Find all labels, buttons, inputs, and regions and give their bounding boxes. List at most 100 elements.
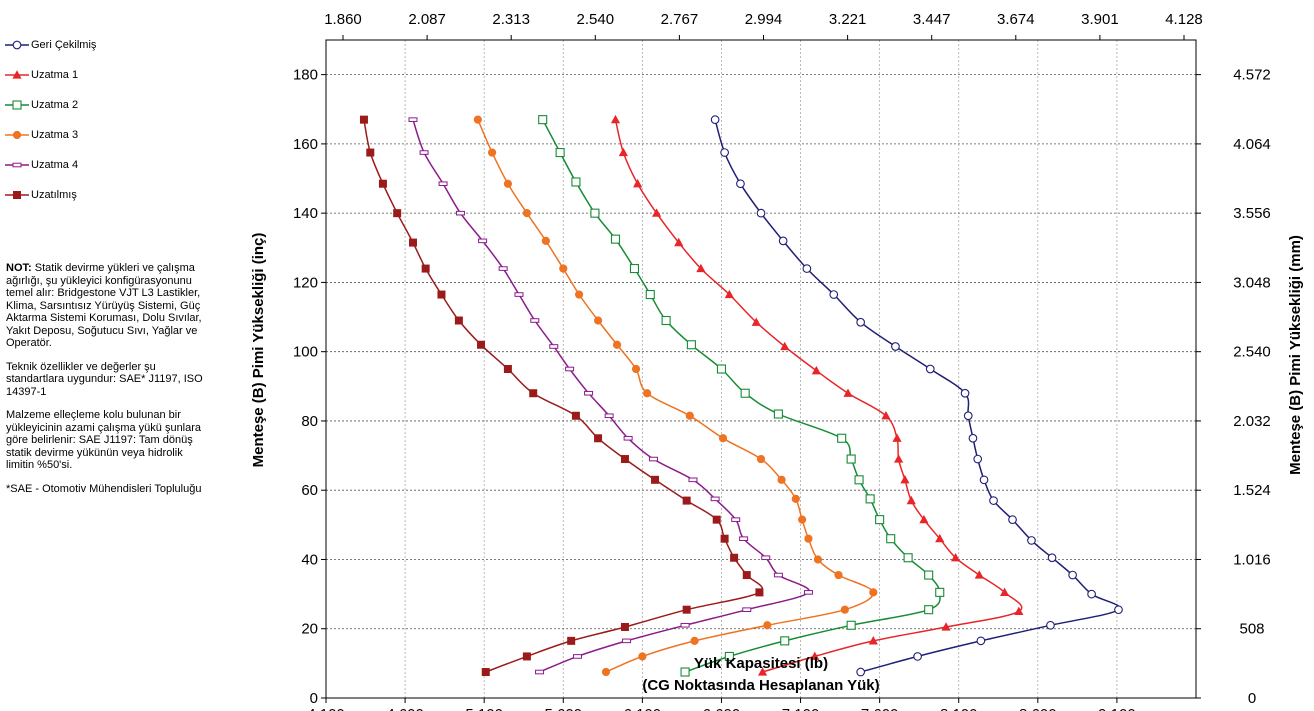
data-point [559,264,568,273]
x-tick-label: 5.100 [465,706,503,711]
data-point [740,388,750,398]
data-point [612,340,622,349]
y-tick-label: 60 [301,482,318,499]
data-point [798,515,807,524]
data-point [810,651,820,661]
data-point [631,364,641,374]
y-tick-label: 0 [310,690,318,707]
legend-swatch [5,70,29,79]
data-point [968,433,978,443]
data-point [584,390,594,396]
legend-label: Uzatma 3 [31,129,79,141]
top-tick-label: 3.447 [913,11,951,28]
data-point [421,264,430,273]
data-point [813,555,823,564]
data-point [514,292,524,297]
data-point [643,389,652,398]
legend-label: Uzatma 4 [31,159,79,171]
right-tick-label: 2.032 [1233,413,1271,430]
y-tick-label: 20 [301,621,318,638]
top-tick-label: 3.674 [997,11,1035,28]
data-point [555,148,565,158]
data-point [638,652,647,661]
data-point [894,454,904,463]
data-point [610,114,621,124]
data-point [549,344,559,349]
legend-swatch [5,130,29,140]
data-point [837,433,847,443]
data-point [648,456,658,462]
data-point [868,636,878,645]
data-point [950,552,961,562]
legend-swatch-marker [12,100,22,110]
data-point [763,621,772,630]
y-tick-label: 80 [301,413,318,430]
data-point [633,178,643,188]
series-group-item [359,115,764,677]
data-point [710,115,720,125]
top-tick-label: 2.767 [661,11,699,28]
data-point [751,317,761,326]
grid [326,40,1196,698]
data-point [487,148,497,157]
data-point [522,652,531,661]
y-tick-label: 100 [293,344,318,361]
data-point [761,555,771,561]
data-point [973,454,983,464]
y-tick-label: 180 [293,67,318,84]
data-point [529,389,538,398]
data-point [682,605,691,614]
x-tick-label: 7.100 [782,706,820,711]
legend-label: Uzatma 1 [31,69,79,81]
data-point [742,571,751,580]
data-point [393,209,402,218]
legend-swatch-marker [12,40,22,50]
data-point [780,341,790,351]
data-point [941,622,951,631]
data-point [378,179,387,188]
legend-swatch [5,100,29,110]
data-point [919,514,929,524]
data-point [963,411,973,421]
data-point [791,494,800,503]
data-point [651,475,660,484]
data-point [682,496,691,505]
data-point [756,208,766,218]
right-tick-label: 1.524 [1233,482,1271,499]
data-point [1000,587,1010,596]
data-point [690,636,699,645]
data-point [359,115,368,124]
data-point [618,147,628,157]
data-point [688,477,698,483]
legend: Geri Çekilmiş Uzatma 1 Uzatma 2 Uzatma 3 Uza… [4,30,204,210]
data-point [498,266,508,271]
plot-frame [325,39,1197,699]
data-point [856,317,866,327]
data-point [891,342,900,351]
data-point [1027,536,1036,545]
top-tick-label: 3.221 [829,11,867,28]
data-point [803,590,813,595]
data-point [1087,589,1096,599]
data-point [686,340,696,350]
data-point [366,148,375,157]
data-point [652,208,662,217]
data-point [571,177,581,187]
x-axis-title: Yük Kapasitesi (lb) [694,655,828,672]
data-point [925,364,935,374]
legend-label: Uzatılmış [31,189,77,201]
x-tick-label: 8.600 [1019,706,1057,711]
top-tick-label: 1.860 [324,11,362,28]
data-point [604,413,614,419]
data-point [567,636,576,645]
data-point [854,475,864,485]
data-point [778,236,788,246]
standards-paragraph: Teknik özellikler ve değerler şu standar… [6,360,203,398]
series-line [614,119,1023,673]
data-point [724,289,734,299]
data-point [601,667,611,677]
y-tick-label: 140 [293,205,318,222]
data-point [620,623,629,632]
data-point [777,475,786,484]
